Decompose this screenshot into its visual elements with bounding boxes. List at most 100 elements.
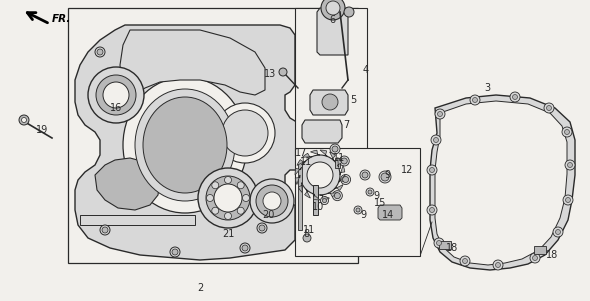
Circle shape bbox=[339, 156, 349, 166]
Circle shape bbox=[19, 115, 29, 125]
Text: 9: 9 bbox=[384, 170, 390, 180]
Polygon shape bbox=[304, 189, 310, 198]
Circle shape bbox=[437, 240, 441, 246]
Polygon shape bbox=[439, 241, 451, 249]
Polygon shape bbox=[295, 175, 300, 185]
Circle shape bbox=[88, 67, 144, 123]
Text: 5: 5 bbox=[350, 95, 356, 105]
Circle shape bbox=[259, 225, 265, 231]
Circle shape bbox=[332, 191, 342, 201]
Polygon shape bbox=[298, 162, 302, 230]
Circle shape bbox=[303, 234, 311, 242]
Text: 20: 20 bbox=[262, 210, 274, 220]
Text: 9: 9 bbox=[360, 210, 366, 220]
Circle shape bbox=[170, 247, 180, 257]
Text: 11: 11 bbox=[300, 157, 312, 167]
Circle shape bbox=[530, 253, 540, 263]
Circle shape bbox=[300, 155, 340, 195]
Circle shape bbox=[568, 163, 572, 167]
Circle shape bbox=[102, 227, 108, 233]
Circle shape bbox=[242, 245, 248, 251]
Circle shape bbox=[263, 192, 281, 210]
Circle shape bbox=[427, 165, 437, 175]
Circle shape bbox=[553, 227, 563, 237]
Polygon shape bbox=[340, 166, 345, 175]
Circle shape bbox=[95, 47, 105, 57]
Polygon shape bbox=[95, 158, 160, 210]
Text: 12: 12 bbox=[401, 165, 413, 175]
Polygon shape bbox=[320, 195, 330, 200]
Polygon shape bbox=[75, 25, 315, 260]
Circle shape bbox=[533, 256, 537, 260]
Circle shape bbox=[546, 105, 552, 110]
Circle shape bbox=[360, 170, 370, 180]
Circle shape bbox=[340, 175, 350, 185]
Circle shape bbox=[431, 135, 441, 145]
Polygon shape bbox=[312, 194, 320, 200]
Circle shape bbox=[212, 182, 219, 189]
Circle shape bbox=[242, 194, 250, 201]
Circle shape bbox=[463, 259, 467, 263]
Circle shape bbox=[330, 144, 340, 154]
Circle shape bbox=[435, 109, 445, 119]
Circle shape bbox=[343, 176, 349, 182]
Circle shape bbox=[366, 188, 374, 196]
Circle shape bbox=[172, 249, 178, 255]
Polygon shape bbox=[297, 160, 306, 166]
Circle shape bbox=[563, 195, 573, 205]
Polygon shape bbox=[310, 150, 320, 155]
Circle shape bbox=[470, 95, 480, 105]
Text: 10: 10 bbox=[312, 202, 324, 212]
Circle shape bbox=[206, 176, 250, 220]
Polygon shape bbox=[330, 152, 335, 161]
Circle shape bbox=[341, 158, 348, 164]
Circle shape bbox=[427, 205, 437, 215]
Circle shape bbox=[320, 197, 329, 205]
Text: 3: 3 bbox=[484, 83, 490, 93]
Polygon shape bbox=[295, 8, 367, 156]
Text: 17: 17 bbox=[295, 148, 307, 158]
Text: 7: 7 bbox=[343, 120, 349, 130]
Circle shape bbox=[212, 207, 219, 214]
Circle shape bbox=[279, 68, 287, 76]
Circle shape bbox=[322, 94, 338, 110]
Text: 19: 19 bbox=[36, 125, 48, 135]
Circle shape bbox=[103, 82, 129, 108]
Circle shape bbox=[257, 223, 267, 233]
Polygon shape bbox=[313, 185, 318, 215]
Circle shape bbox=[256, 185, 288, 217]
Polygon shape bbox=[298, 183, 303, 193]
Polygon shape bbox=[68, 8, 358, 263]
Circle shape bbox=[434, 138, 438, 142]
Polygon shape bbox=[317, 8, 348, 55]
Circle shape bbox=[225, 176, 231, 184]
Polygon shape bbox=[430, 95, 575, 270]
Polygon shape bbox=[335, 158, 340, 168]
Circle shape bbox=[100, 225, 110, 235]
Polygon shape bbox=[339, 175, 345, 183]
Circle shape bbox=[307, 162, 333, 188]
Ellipse shape bbox=[135, 89, 235, 201]
Circle shape bbox=[225, 213, 231, 219]
Circle shape bbox=[565, 160, 575, 170]
Circle shape bbox=[237, 182, 244, 189]
Circle shape bbox=[237, 207, 244, 214]
Polygon shape bbox=[320, 150, 327, 157]
Circle shape bbox=[96, 75, 136, 115]
Text: 15: 15 bbox=[374, 198, 386, 208]
Polygon shape bbox=[80, 215, 195, 225]
Circle shape bbox=[240, 243, 250, 253]
Text: 14: 14 bbox=[382, 210, 394, 220]
Text: 13: 13 bbox=[264, 69, 276, 79]
Circle shape bbox=[321, 0, 345, 20]
Text: 9: 9 bbox=[373, 191, 379, 201]
Polygon shape bbox=[310, 90, 348, 115]
Circle shape bbox=[332, 146, 338, 152]
Circle shape bbox=[362, 172, 368, 178]
Polygon shape bbox=[120, 30, 265, 112]
Circle shape bbox=[344, 7, 354, 17]
Circle shape bbox=[368, 190, 372, 194]
Text: 11: 11 bbox=[303, 225, 315, 235]
Polygon shape bbox=[534, 246, 546, 254]
Circle shape bbox=[565, 129, 569, 135]
